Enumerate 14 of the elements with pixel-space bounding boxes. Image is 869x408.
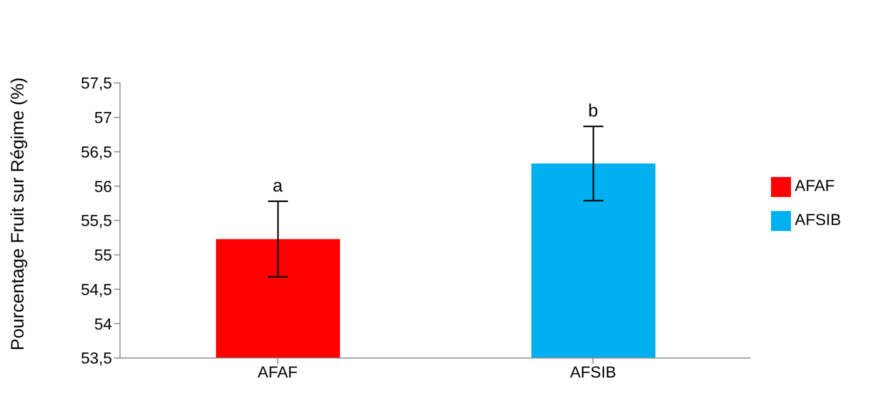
y-tick-label: 56	[94, 178, 112, 196]
annotation: b	[588, 100, 598, 120]
y-axis-title: Pourcentage Fruit sur Régime (%)	[7, 77, 28, 350]
y-tick-label: 57,5	[80, 76, 112, 93]
y-tick-label: 56,5	[80, 144, 112, 162]
y-tick-label: 55	[94, 248, 112, 265]
y-tick-label: 54,5	[80, 282, 112, 299]
y-tick-label: 55,5	[80, 213, 112, 230]
annotation: a	[272, 175, 284, 196]
y-tick-label: 53,5	[80, 350, 112, 368]
y-tick-label: 57	[94, 110, 112, 128]
y-tick-label: 54	[94, 316, 112, 334]
legend-label: AFAF	[794, 178, 835, 195]
legend-label: AFSIB	[794, 212, 841, 229]
